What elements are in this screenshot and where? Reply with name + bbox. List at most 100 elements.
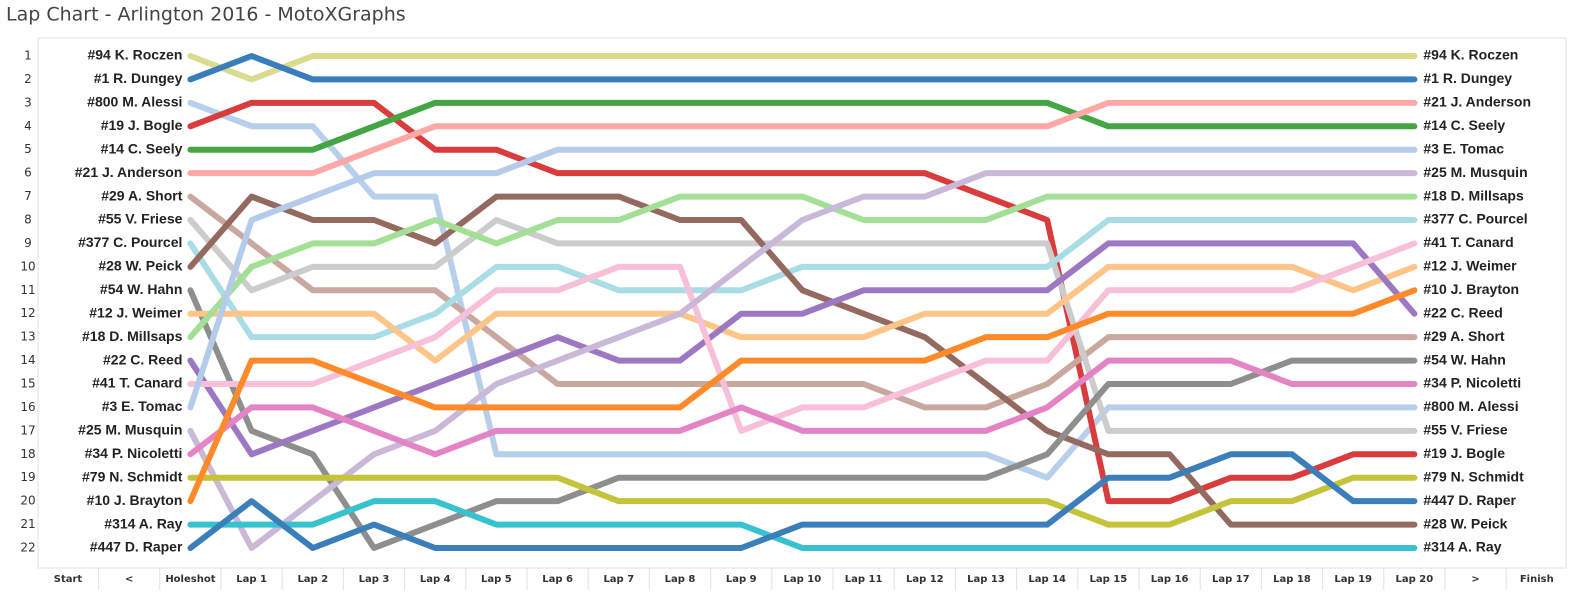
start-label: #22 C. Reed xyxy=(103,351,182,367)
x-tick-label: Lap 13 xyxy=(967,574,1005,585)
x-tick-label: Lap 11 xyxy=(845,574,883,585)
y-tick-label: 17 xyxy=(20,423,35,437)
y-tick-label: 1 xyxy=(24,49,32,63)
rider-line xyxy=(187,217,1418,434)
x-tick-label: > xyxy=(1471,574,1479,585)
start-label: #10 J. Brayton xyxy=(87,492,183,508)
finish-label: #94 K. Roczen xyxy=(1423,47,1518,63)
start-label: #34 P. Nicoletti xyxy=(85,445,183,461)
rider-line xyxy=(187,193,1418,411)
y-tick-label: 22 xyxy=(20,541,35,555)
finish-label: #10 J. Brayton xyxy=(1423,281,1519,297)
chart-title: Lap Chart - Arlington 2016 - MotoXGraphs xyxy=(6,4,406,26)
finish-label: #377 C. Pourcel xyxy=(1423,211,1527,227)
start-label: #29 A. Short xyxy=(101,187,183,203)
rider-line xyxy=(187,99,1418,505)
x-tick-label: Lap 12 xyxy=(906,574,944,585)
finish-label: #314 A. Ray xyxy=(1423,539,1501,555)
y-tick-label: 4 xyxy=(24,119,32,133)
y-tick-label: 3 xyxy=(24,95,32,109)
x-tick-label: Lap 4 xyxy=(420,574,451,585)
x-tick-label: Lap 3 xyxy=(359,574,390,585)
x-tick-label: Lap 10 xyxy=(784,574,822,585)
x-tick-label: Lap 20 xyxy=(1396,574,1434,585)
finish-label: #34 P. Nicoletti xyxy=(1423,375,1521,391)
finish-label: #1 R. Dungey xyxy=(1423,70,1512,86)
y-tick-label: 21 xyxy=(20,517,35,531)
start-label: #447 D. Raper xyxy=(90,539,183,555)
y-tick-label: 19 xyxy=(20,470,35,484)
start-label: #377 C. Pourcel xyxy=(78,234,182,250)
finish-label: #21 J. Anderson xyxy=(1423,94,1531,110)
y-tick-label: 15 xyxy=(20,377,35,391)
y-tick-label: 9 xyxy=(24,236,32,250)
rider-line xyxy=(187,99,1418,177)
start-label: #800 M. Alessi xyxy=(87,94,182,110)
start-label: #18 D. Millsaps xyxy=(82,328,183,344)
y-tick-label: 18 xyxy=(20,447,35,461)
x-tick-label: Lap 2 xyxy=(297,574,328,585)
finish-label: #3 E. Tomac xyxy=(1423,140,1504,156)
x-tick-label: Lap 14 xyxy=(1028,574,1066,585)
x-tick-label: Start xyxy=(54,574,83,585)
start-label: #79 N. Schmidt xyxy=(82,468,183,484)
finish-label: #800 M. Alessi xyxy=(1423,398,1518,414)
x-tick-label: Lap 7 xyxy=(603,574,634,585)
finish-label: #14 C. Seely xyxy=(1423,117,1505,133)
rider-line xyxy=(187,287,1418,505)
start-label: #55 V. Friese xyxy=(98,211,183,227)
rider-line xyxy=(187,240,1418,458)
rider-line xyxy=(187,146,1418,411)
x-tick-label: Holeshot xyxy=(165,574,215,585)
y-tick-label: 2 xyxy=(24,72,32,86)
y-tick-label: 13 xyxy=(20,330,35,344)
finish-label: #12 J. Weimer xyxy=(1423,258,1517,274)
rider-line xyxy=(187,498,1418,551)
rider-line xyxy=(187,53,1418,83)
finish-label: #18 D. Millsaps xyxy=(1423,187,1524,203)
x-tick-label: Lap 1 xyxy=(236,574,267,585)
rider-line xyxy=(187,193,1418,528)
rider-line xyxy=(187,474,1418,528)
rider-line xyxy=(187,217,1418,341)
x-tick-label: Lap 16 xyxy=(1151,574,1189,585)
finish-label: #447 D. Raper xyxy=(1423,492,1516,508)
finish-label: #41 T. Canard xyxy=(1423,234,1513,250)
y-tick-label: 5 xyxy=(24,142,32,156)
rider-line xyxy=(187,99,1418,153)
finish-label: #54 W. Hahn xyxy=(1423,351,1505,367)
start-label: #12 J. Weimer xyxy=(89,304,183,320)
start-label: #41 T. Canard xyxy=(92,375,182,391)
start-label: #54 W. Hahn xyxy=(100,281,182,297)
finish-label: #22 C. Reed xyxy=(1423,304,1502,320)
y-tick-label: 16 xyxy=(20,400,35,414)
x-tick-label: Lap 19 xyxy=(1334,574,1372,585)
start-label: #94 K. Roczen xyxy=(87,47,182,63)
start-label: #19 J. Bogle xyxy=(101,117,183,133)
x-tick-label: Lap 6 xyxy=(542,574,573,585)
x-tick-label: Lap 5 xyxy=(481,574,512,585)
rider-line xyxy=(187,170,1418,551)
y-tick-label: 8 xyxy=(24,213,32,227)
start-label: #28 W. Peick xyxy=(98,258,182,274)
start-label: #21 J. Anderson xyxy=(75,164,183,180)
y-tick-label: 6 xyxy=(24,166,32,180)
finish-label: #79 N. Schmidt xyxy=(1423,468,1524,484)
rider-line xyxy=(187,357,1418,458)
finish-label: #25 M. Musquin xyxy=(1423,164,1527,180)
y-tick-label: 7 xyxy=(24,189,32,203)
start-label: #14 C. Seely xyxy=(101,140,183,156)
y-tick-label: 10 xyxy=(20,259,35,273)
y-tick-label: 14 xyxy=(20,353,35,367)
x-tick-label: Lap 17 xyxy=(1212,574,1250,585)
start-label: #1 R. Dungey xyxy=(94,70,183,86)
start-label: #3 E. Tomac xyxy=(102,398,183,414)
x-tick-label: Lap 15 xyxy=(1090,574,1128,585)
x-tick-label: Lap 8 xyxy=(665,574,696,585)
finish-label: #55 V. Friese xyxy=(1423,422,1508,438)
finish-label: #19 J. Bogle xyxy=(1423,445,1505,461)
rider-line xyxy=(187,240,1418,434)
y-tick-label: 11 xyxy=(20,283,35,297)
